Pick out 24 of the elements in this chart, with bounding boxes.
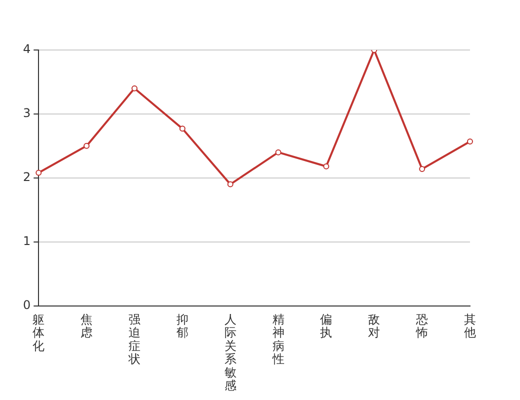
point bbox=[131, 85, 138, 92]
y-tick-label: 1 bbox=[22, 234, 31, 248]
y-tick-label: 4 bbox=[22, 42, 31, 56]
point bbox=[179, 126, 186, 132]
point bbox=[467, 138, 473, 144]
point bbox=[84, 142, 90, 149]
x-tick-label: 敌对 bbox=[368, 312, 380, 340]
point bbox=[275, 149, 282, 156]
point bbox=[227, 181, 234, 188]
x-tick-label: 抑郁 bbox=[176, 312, 188, 340]
x-tick-label: 偏执 bbox=[320, 312, 332, 340]
y-tick-label: 0 bbox=[22, 298, 31, 312]
point bbox=[323, 163, 330, 170]
x-tick-label: 焦虑 bbox=[80, 312, 93, 340]
x-tick-label: 精神病性 bbox=[271, 312, 284, 366]
y-tick-label: 3 bbox=[22, 106, 31, 120]
point bbox=[36, 170, 42, 176]
x-tick-label: 强迫症状 bbox=[127, 312, 140, 366]
x-tick-label: 人际关系敏感 bbox=[224, 312, 236, 393]
x-tick-label: 其他 bbox=[464, 312, 476, 340]
y-tick-label: 2 bbox=[22, 170, 31, 184]
x-tick-label: 恐怖 bbox=[415, 312, 428, 340]
x-tick-label: 躯体化 bbox=[32, 312, 45, 353]
point bbox=[419, 166, 426, 172]
